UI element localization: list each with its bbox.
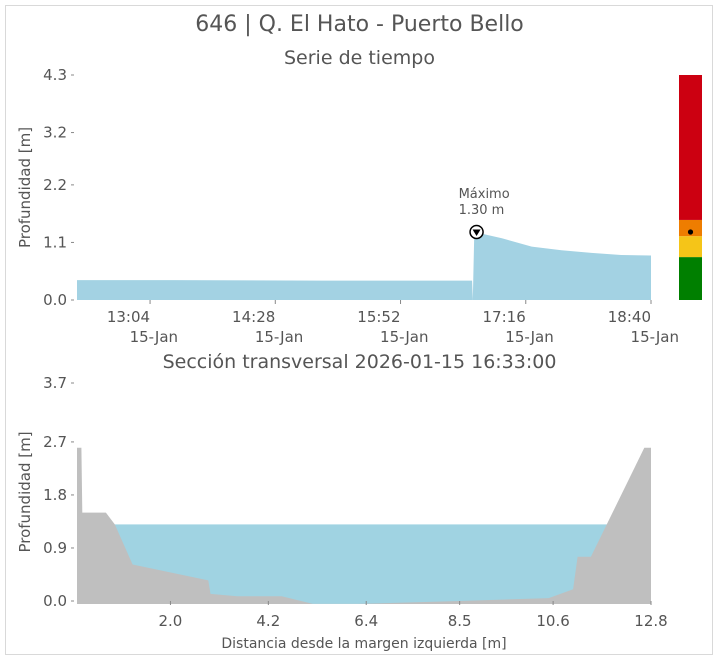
x-tick-label: 2.0 [159, 612, 183, 630]
alert-level-band [679, 257, 702, 300]
chart-title: 646 | Q. El Hato - Puerto Bello [195, 12, 524, 37]
y-tick-label: 1.1 [43, 233, 67, 251]
x-tick-label: 12.8 [634, 612, 667, 630]
y-tick-label: 1.8 [43, 486, 67, 504]
x-tick-time: 17:16 [483, 308, 526, 326]
max-annotation-label: Máximo [459, 187, 510, 202]
x-tick-label: 8.5 [448, 612, 472, 630]
x-tick-date: 15-Jan [130, 328, 178, 346]
y-tick-label: 3.2 [43, 124, 67, 142]
y-tick-label: 0.0 [43, 592, 67, 610]
alert-level-band [679, 219, 702, 237]
y-tick-label: 2.2 [43, 176, 67, 194]
x-tick-time: 14:28 [232, 308, 275, 326]
alert-level-band [679, 75, 702, 220]
x-tick-label: 4.2 [256, 612, 280, 630]
x-tick-date: 15-Jan [380, 328, 428, 346]
alert-level-band [679, 236, 702, 258]
max-marker-triangle [472, 229, 481, 236]
x-tick-date: 15-Jan [505, 328, 553, 346]
x-tick-label: 6.4 [354, 612, 378, 630]
chart-frame [5, 5, 713, 655]
y-tick-label: 0.9 [43, 539, 67, 557]
x-tick-label: 10.6 [536, 612, 569, 630]
y-axis-label: Profundidad [m] [16, 431, 34, 552]
x-tick-time: 15:52 [357, 308, 400, 326]
ground-profile [77, 447, 651, 604]
y-tick-label: 4.3 [43, 66, 67, 84]
y-tick-label: 0.0 [43, 291, 67, 309]
cross-section-subtitle: Sección transversal 2026-01-15 16:33:00 [162, 351, 557, 373]
current-level-marker [687, 229, 694, 235]
max-annotation-value: 1.30 m [459, 203, 505, 218]
x-tick-date: 15-Jan [631, 328, 679, 346]
y-axis-label: Profundidad [m] [16, 127, 34, 248]
x-axis-label: Distancia desde la margen izquierda [m] [221, 636, 506, 652]
depth-series-area [77, 232, 651, 300]
timeseries-subtitle: Serie de tiempo [284, 47, 435, 69]
y-tick-label: 3.7 [43, 374, 67, 392]
x-tick-time: 13:04 [107, 308, 150, 326]
x-tick-time: 18:40 [608, 308, 651, 326]
x-tick-date: 15-Jan [255, 328, 303, 346]
y-tick-label: 2.7 [43, 433, 67, 451]
